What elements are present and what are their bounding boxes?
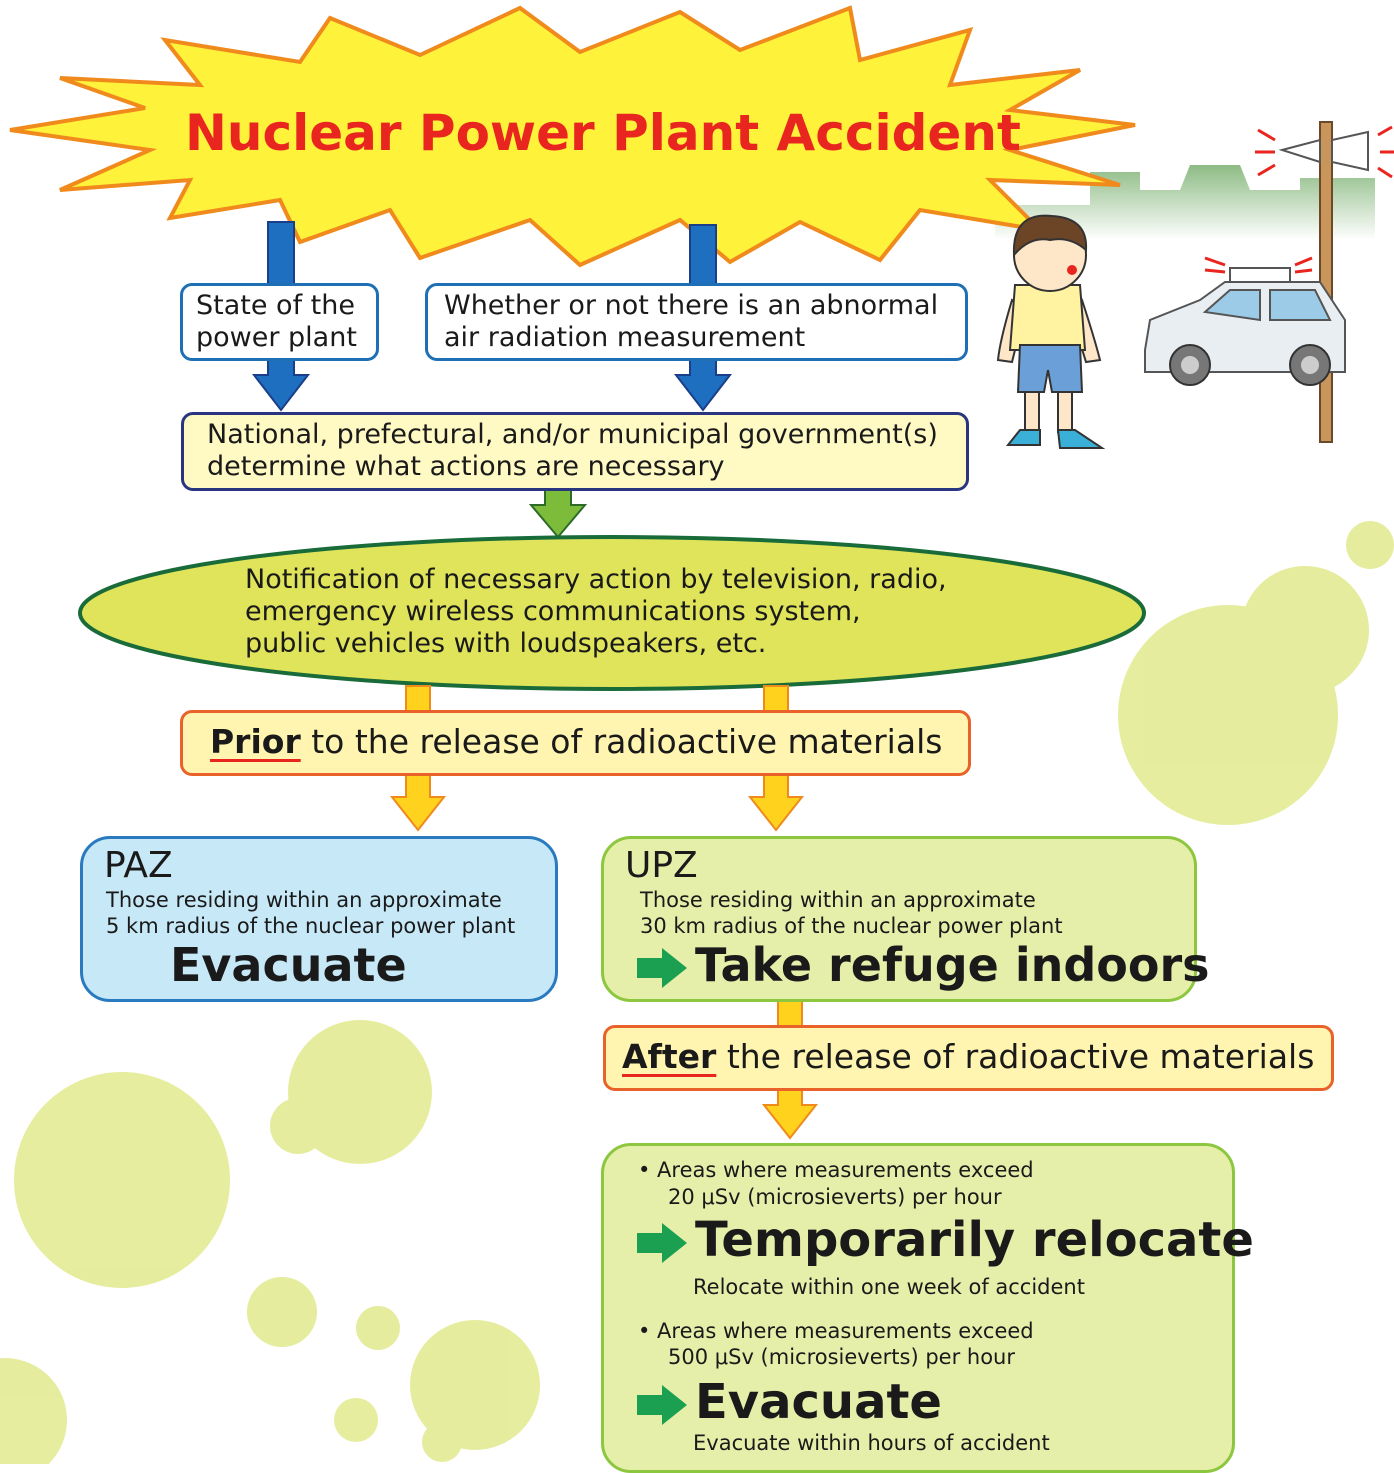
- notification-text: Notification of necessary action by tele…: [245, 566, 947, 593]
- measure-action: Evacuate: [695, 1378, 942, 1426]
- notification-text: emergency wireless communications system…: [245, 598, 861, 625]
- page: Nuclear Power Plant Accident State of th…: [0, 0, 1394, 1464]
- after-text: After the release of radioactive materia…: [622, 1040, 1314, 1073]
- title: Nuclear Power Plant Accident: [185, 108, 1021, 158]
- zone-text: Those residing within an approximate: [640, 890, 1036, 911]
- measure-condition: 20 μSv (microsieverts) per hour: [668, 1187, 1002, 1208]
- after-emphasis: After: [622, 1037, 716, 1076]
- measure-action: Temporarily relocate: [695, 1216, 1254, 1264]
- input-text: air radiation measurement: [444, 324, 805, 351]
- zone-text: 30 km radius of the nuclear power plant: [640, 916, 1063, 937]
- measure-condition: • Areas where measurements exceed: [638, 1160, 1034, 1181]
- measure-note: Relocate within one week of accident: [693, 1277, 1085, 1298]
- prior-rest: to the release of radioactive materials: [311, 722, 942, 761]
- input-text: Whether or not there is an abnormal: [444, 292, 938, 319]
- boy: [998, 216, 1102, 448]
- decision-text: National, prefectural, and/or municipal …: [207, 421, 938, 448]
- prior-text: Prior to the release of radioactive mate…: [210, 725, 942, 758]
- prior-emphasis: Prior: [210, 722, 301, 761]
- input-text: power plant: [196, 324, 357, 351]
- zone-text: 5 km radius of the nuclear power plant: [106, 916, 515, 937]
- measure-condition: • Areas where measurements exceed: [638, 1321, 1034, 1342]
- green-arrow: [531, 490, 585, 537]
- pole: [1320, 122, 1332, 442]
- notification-text: public vehicles with loudspeakers, etc.: [245, 630, 766, 657]
- car: [1145, 268, 1345, 385]
- measure-note: Evacuate within hours of accident: [693, 1433, 1050, 1454]
- zone-name: PAZ: [104, 848, 173, 884]
- zone-name: UPZ: [625, 848, 698, 884]
- after-rest: the release of radioactive materials: [727, 1037, 1315, 1076]
- measure-condition: 500 μSv (microsieverts) per hour: [668, 1347, 1015, 1368]
- input-text: State of the: [196, 292, 355, 319]
- zone-text: Those residing within an approximate: [106, 890, 502, 911]
- zone-action: Take refuge indoors: [695, 942, 1210, 988]
- zone-action: Evacuate: [170, 942, 407, 988]
- decision-text: determine what actions are necessary: [207, 453, 725, 480]
